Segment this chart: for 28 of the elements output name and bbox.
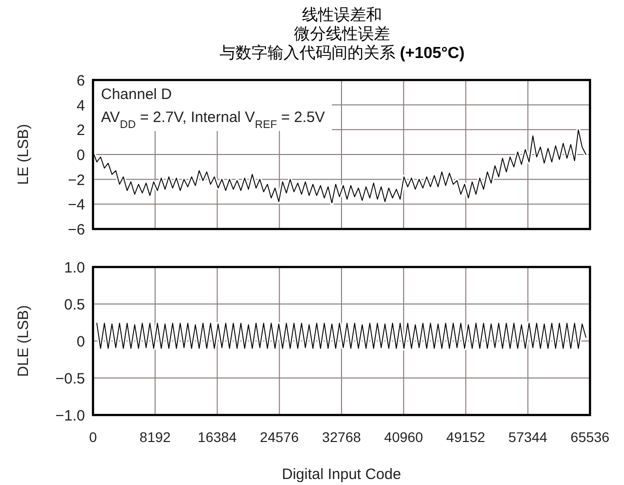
y-tick-label: 1.0 [64, 260, 85, 276]
x-tick-label: 16384 [198, 429, 237, 445]
y-tick-label: −6 [68, 222, 85, 238]
y-tick-label: −4 [68, 196, 85, 214]
x-axis-title: Digital Input Code [282, 466, 402, 483]
y-tick-label: −2 [68, 172, 85, 189]
x-tick-label: 0 [89, 429, 98, 445]
x-tick-label: 49152 [446, 429, 486, 445]
y-axis-title: LE (LSB) [15, 124, 32, 185]
y-tick-label: 2 [76, 122, 85, 140]
y-axis-title: DLE (LSB) [15, 305, 32, 377]
x-tick-label: 57344 [508, 429, 548, 445]
y-tick-label: 4 [76, 97, 85, 114]
y-tick-label: −1.0 [55, 408, 85, 424]
chart-subtitle: 与数字输入代码间的关系 (+105°C) [219, 44, 465, 62]
y-tick-label: 0 [76, 334, 85, 350]
annotation: Channel D [101, 86, 172, 103]
y-tick-label: 0 [76, 147, 85, 164]
title: 线性误差和微分线性误差 [294, 7, 390, 43]
x-tick-label: 8192 [140, 429, 171, 445]
x-tick-label: 40960 [384, 429, 424, 445]
y-tick-label: 6 [76, 72, 85, 90]
x-tick-label: 32768 [322, 429, 362, 445]
y-tick-label: −0.5 [55, 370, 85, 388]
x-tick-label: 65536 [570, 429, 610, 445]
y-tick-label: 0.5 [64, 296, 85, 314]
annotation: AV$_{DD}$ = 2.7V, Internal V$_{REF}$ = 2.5V [101, 109, 325, 131]
x-tick-label: 24576 [260, 429, 300, 445]
